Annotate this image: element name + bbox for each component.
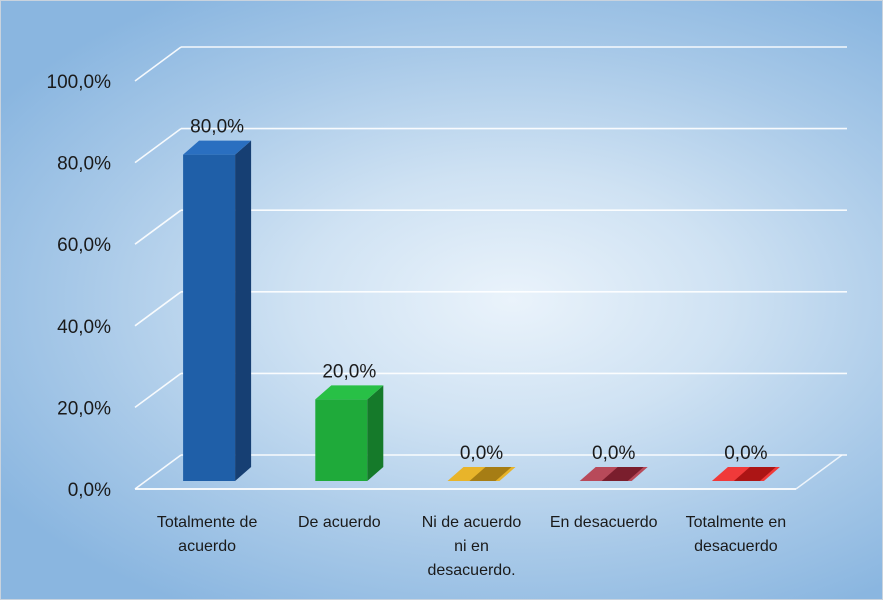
y-tick-label: 60,0% — [57, 235, 111, 256]
category-label: En desacuerdo — [550, 514, 658, 531]
bar — [447, 467, 516, 481]
data-label: 20,0% — [322, 361, 376, 382]
bar-front — [183, 154, 236, 481]
y-tick-label: 0,0% — [68, 480, 111, 501]
category-label: De acuerdo — [298, 514, 381, 531]
bar-top-shade — [469, 467, 512, 481]
bar-top-shade — [733, 467, 776, 481]
data-label: 0,0% — [724, 443, 767, 464]
gridline-diagonal — [134, 372, 182, 409]
y-tick-label: 100,0% — [47, 72, 112, 93]
bar-front — [315, 399, 368, 481]
category-label-line: acuerdo — [178, 538, 236, 555]
category-label: Totalmente de acuerdo — [157, 514, 258, 555]
y-tick-label: 80,0% — [57, 154, 111, 175]
data-label: 80,0% — [190, 117, 244, 138]
y-tick-label: 40,0% — [57, 317, 111, 338]
bar — [579, 467, 648, 481]
category-label-line: Totalmente de — [157, 514, 258, 531]
y-tick-label: 20,0% — [57, 398, 111, 419]
category-label: Totalmente en desacuerdo — [686, 514, 787, 555]
bar-top-shade — [601, 467, 644, 481]
category-label-line: desacuerdo — [694, 538, 778, 555]
category-label-line: Ni de acuerdo — [422, 514, 522, 531]
category-label-line: En desacuerdo — [550, 514, 658, 531]
floor-right-edge — [795, 454, 843, 490]
bar-side — [235, 140, 252, 481]
data-label: 0,0% — [592, 443, 635, 464]
category-label-line: Totalmente en — [686, 514, 787, 531]
bar — [183, 140, 252, 481]
gridline-diagonal — [134, 454, 182, 490]
gridline-diagonal — [134, 209, 182, 245]
data-label: 0,0% — [460, 443, 503, 464]
gridline-diagonal — [134, 291, 182, 327]
gridline-diagonal — [134, 127, 182, 164]
bar-side — [367, 385, 384, 481]
bar-top — [315, 385, 384, 400]
category-label-line: desacuerdo. — [427, 562, 515, 579]
bar — [315, 385, 384, 481]
gridline-diagonal — [134, 46, 182, 82]
bar-top — [183, 140, 252, 155]
category-label-line: De acuerdo — [298, 514, 381, 531]
category-label-line: ni en — [454, 538, 489, 555]
category-label: Ni de acuerdo ni en desacuerdo. — [422, 514, 522, 579]
bar — [711, 467, 780, 481]
